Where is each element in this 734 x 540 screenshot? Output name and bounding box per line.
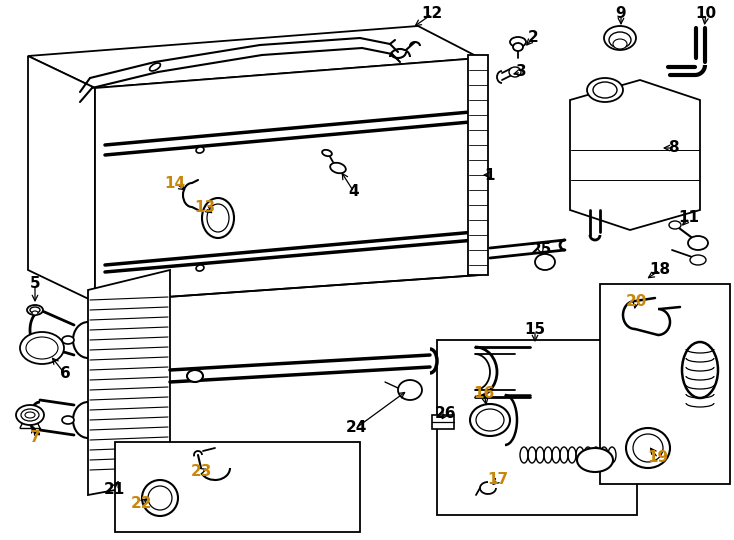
Ellipse shape bbox=[609, 32, 631, 48]
Ellipse shape bbox=[62, 416, 74, 424]
Ellipse shape bbox=[16, 405, 44, 425]
Ellipse shape bbox=[27, 305, 43, 315]
Ellipse shape bbox=[150, 63, 161, 71]
Text: 6: 6 bbox=[59, 367, 70, 381]
Text: 20: 20 bbox=[625, 294, 647, 309]
Text: 17: 17 bbox=[487, 472, 509, 488]
Text: 5: 5 bbox=[29, 276, 40, 292]
Text: 11: 11 bbox=[678, 211, 700, 226]
Ellipse shape bbox=[21, 409, 39, 421]
Ellipse shape bbox=[25, 412, 35, 418]
Ellipse shape bbox=[202, 198, 234, 238]
Bar bbox=[600, 284, 730, 484]
Text: 26: 26 bbox=[435, 406, 457, 421]
Ellipse shape bbox=[626, 428, 670, 468]
Text: 12: 12 bbox=[421, 6, 443, 22]
Ellipse shape bbox=[330, 163, 346, 173]
Bar bbox=[437, 340, 637, 515]
Text: 19: 19 bbox=[647, 450, 669, 465]
Ellipse shape bbox=[510, 37, 526, 47]
Text: 2: 2 bbox=[528, 30, 538, 45]
Ellipse shape bbox=[20, 332, 64, 364]
Ellipse shape bbox=[587, 78, 623, 102]
Polygon shape bbox=[570, 80, 700, 230]
Ellipse shape bbox=[30, 307, 40, 313]
Text: 13: 13 bbox=[195, 200, 216, 215]
Ellipse shape bbox=[509, 67, 521, 77]
Ellipse shape bbox=[690, 255, 706, 265]
Text: 3: 3 bbox=[516, 64, 526, 79]
Ellipse shape bbox=[604, 26, 636, 50]
Ellipse shape bbox=[26, 337, 58, 359]
Text: 15: 15 bbox=[524, 322, 545, 338]
Text: 23: 23 bbox=[190, 463, 211, 478]
Ellipse shape bbox=[322, 150, 332, 156]
Ellipse shape bbox=[633, 434, 663, 462]
Polygon shape bbox=[95, 58, 480, 302]
Text: 16: 16 bbox=[473, 386, 495, 401]
Polygon shape bbox=[88, 270, 170, 495]
Text: 4: 4 bbox=[349, 185, 360, 199]
Text: 8: 8 bbox=[668, 140, 678, 156]
Text: 25: 25 bbox=[530, 242, 552, 258]
Ellipse shape bbox=[613, 39, 627, 49]
Ellipse shape bbox=[513, 43, 523, 51]
Text: 7: 7 bbox=[29, 430, 40, 445]
Ellipse shape bbox=[207, 204, 229, 232]
Bar bbox=[468, 55, 488, 275]
Text: 22: 22 bbox=[131, 496, 153, 510]
Ellipse shape bbox=[398, 380, 422, 400]
Polygon shape bbox=[28, 56, 95, 302]
Ellipse shape bbox=[196, 265, 204, 271]
Text: 18: 18 bbox=[650, 262, 671, 278]
Bar bbox=[432, 415, 454, 429]
Ellipse shape bbox=[535, 254, 555, 270]
Ellipse shape bbox=[187, 370, 203, 382]
Text: 24: 24 bbox=[345, 421, 367, 435]
Text: 10: 10 bbox=[695, 6, 716, 22]
Text: 9: 9 bbox=[616, 6, 626, 22]
Ellipse shape bbox=[577, 448, 613, 472]
Polygon shape bbox=[28, 26, 480, 88]
Text: 1: 1 bbox=[484, 167, 495, 183]
Ellipse shape bbox=[476, 409, 504, 431]
Ellipse shape bbox=[62, 336, 74, 344]
Ellipse shape bbox=[669, 221, 681, 229]
Ellipse shape bbox=[142, 480, 178, 516]
Text: 14: 14 bbox=[164, 176, 186, 191]
Ellipse shape bbox=[682, 342, 718, 398]
Ellipse shape bbox=[196, 147, 204, 153]
Ellipse shape bbox=[470, 404, 510, 436]
Bar bbox=[115, 442, 360, 532]
Ellipse shape bbox=[32, 311, 38, 315]
Ellipse shape bbox=[593, 82, 617, 98]
Ellipse shape bbox=[688, 236, 708, 250]
Ellipse shape bbox=[148, 486, 172, 510]
Text: 21: 21 bbox=[103, 483, 125, 497]
